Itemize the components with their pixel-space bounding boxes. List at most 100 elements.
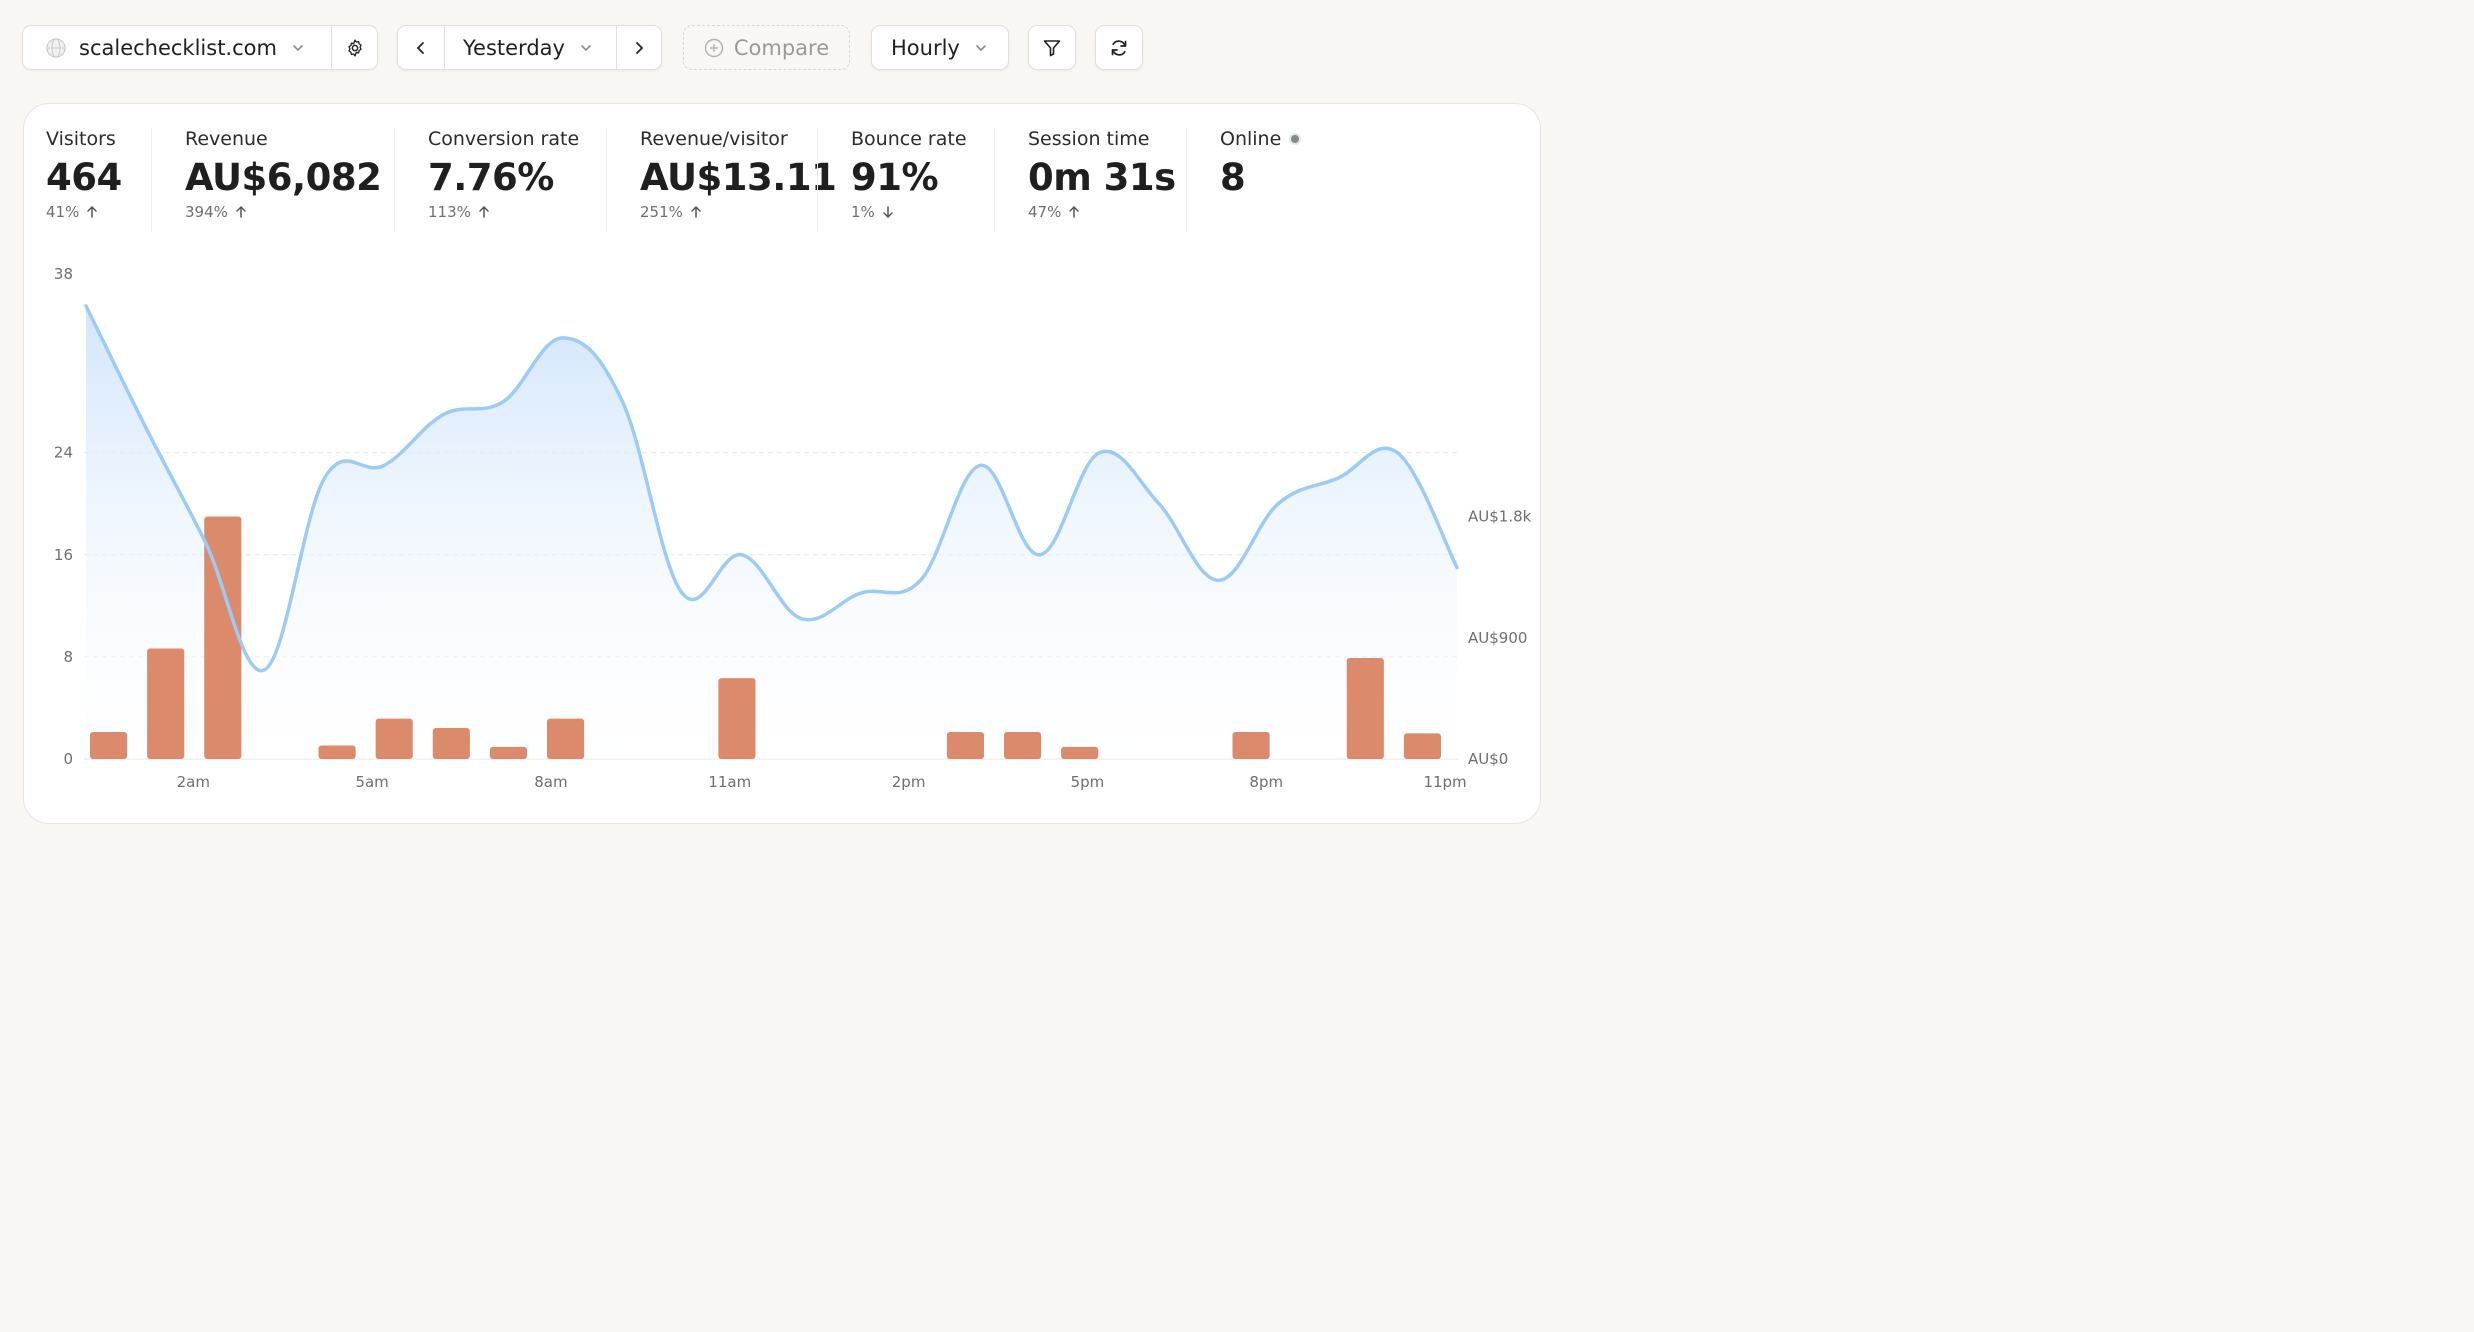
x-tick-label: 2am [177, 773, 210, 791]
stat-change: 1% [851, 203, 967, 221]
stat-value: AU$6,082 [185, 156, 382, 199]
period-label: Yesterday [463, 35, 565, 60]
divider [1186, 128, 1187, 232]
stat-online[interactable]: Online 8 [1220, 128, 1302, 199]
stat-revenue[interactable]: Revenue AU$6,082 394% [185, 128, 382, 221]
stat-value: 91% [851, 156, 939, 199]
refresh-button[interactable] [1095, 25, 1143, 70]
x-tick-label: 8am [534, 773, 567, 791]
x-tick-label: 11pm [1423, 773, 1466, 791]
stat-change: 394% [185, 203, 381, 221]
arrow-up-icon [228, 205, 248, 219]
stat-change-value: 251% [640, 203, 683, 221]
revenue-bar [90, 732, 128, 759]
visitors-line [84, 304, 1459, 673]
analytics-card: Visitors 464 41% Revenue AU$6,082 394% C… [23, 103, 1541, 824]
revenue-bar [547, 718, 585, 759]
stat-change: 47% [1028, 203, 1176, 221]
divider [606, 128, 607, 232]
stat-value: 464 [46, 156, 122, 199]
stat-session-time[interactable]: Session time 0m 31s 47% [1028, 128, 1176, 221]
y-left-tick-label: 16 [54, 546, 73, 564]
gear-icon [345, 38, 365, 58]
stat-title: Conversion rate [428, 128, 580, 150]
arrow-up-icon [79, 205, 99, 219]
compare-button[interactable]: Compare [683, 25, 850, 70]
previous-period-button[interactable] [398, 26, 444, 69]
revenue-bars [90, 516, 1441, 759]
stat-title: Revenue/visitor [640, 128, 788, 150]
stat-change: 41% [46, 203, 122, 221]
revenue-bar [1403, 733, 1441, 759]
chevron-down-icon [974, 41, 988, 55]
divider [151, 128, 152, 232]
revenue-bar [1004, 732, 1042, 759]
x-tick-label: 8pm [1249, 773, 1283, 791]
filter-button[interactable] [1028, 25, 1076, 70]
date-navigator: Yesterday [397, 25, 662, 70]
revenue-bar [1232, 732, 1270, 759]
stat-change-value: 41% [46, 203, 80, 221]
site-selector[interactable]: scalechecklist.com [22, 25, 378, 70]
revenue-bar [718, 678, 756, 759]
next-period-button[interactable] [616, 26, 661, 69]
chevron-right-icon [632, 41, 646, 55]
arrow-up-icon [471, 205, 491, 219]
stat-visitors[interactable]: Visitors 464 41% [46, 128, 122, 221]
revenue-bar [1061, 746, 1099, 759]
refresh-icon [1109, 38, 1129, 58]
divider [817, 128, 818, 232]
stat-title-text: Online [1220, 128, 1282, 150]
revenue-bar [375, 718, 413, 759]
revenue-bar [204, 516, 242, 759]
divider [994, 128, 995, 232]
chevron-down-icon [579, 41, 593, 55]
granularity-selector[interactable]: Hourly [871, 25, 1009, 70]
y-right-tick-label: AU$900 [1468, 629, 1527, 647]
y-left-tick-label: 38 [54, 265, 73, 283]
site-name: scalechecklist.com [79, 35, 277, 60]
plus-circle-icon [704, 38, 724, 58]
stat-title: Session time [1028, 128, 1150, 150]
globe-icon [45, 37, 67, 59]
stat-change: 113% [428, 203, 579, 221]
arrow-up-icon [1061, 205, 1081, 219]
online-status-dot [1289, 133, 1302, 145]
x-axis: 2am 5am 8am 11am 2pm 5pm 8pm 11pm [177, 773, 1467, 791]
stat-revenue-per-visitor[interactable]: Revenue/visitor AU$13.11 251% [640, 128, 837, 221]
stat-value: 7.76% [428, 156, 554, 199]
stat-conversion-rate[interactable]: Conversion rate 7.76% 113% [428, 128, 579, 221]
period-selector[interactable]: Yesterday [444, 26, 616, 69]
filter-icon [1042, 38, 1062, 58]
y-axis-right: AU$0 AU$900 AU$1.8k [1468, 508, 1532, 769]
chevron-down-icon [291, 41, 305, 55]
revenue-bar [489, 746, 527, 759]
x-tick-label: 5am [355, 773, 388, 791]
visitors-revenue-chart[interactable]: 0 8 16 24 38 AU$0 AU$900 AU$1.8k 2am 5am 8am 11am… [24, 104, 1540, 823]
stat-change-value: 394% [185, 203, 228, 221]
revenue-bar [946, 732, 984, 759]
site-settings-button[interactable] [331, 26, 377, 69]
divider [394, 128, 395, 232]
stat-value: 8 [1220, 156, 1246, 199]
y-axis-left: 0 8 16 24 38 [54, 265, 73, 768]
revenue-bar [147, 648, 185, 759]
chevron-left-icon [414, 41, 428, 55]
y-right-tick-label: AU$0 [1468, 750, 1508, 768]
toolbar: scalechecklist.com Yesterday [0, 0, 1568, 96]
revenue-bar [432, 728, 470, 759]
y-right-tick-label: AU$1.8k [1468, 508, 1532, 526]
stat-change-value: 47% [1028, 203, 1062, 221]
visitors-area [86, 305, 1457, 759]
x-tick-label: 5pm [1071, 773, 1105, 791]
stat-value: 0m 31s [1028, 156, 1176, 199]
y-left-tick-label: 0 [63, 750, 73, 768]
stat-title: Visitors [46, 128, 116, 150]
y-left-tick-label: 24 [54, 444, 73, 462]
x-tick-label: 2pm [892, 773, 926, 791]
arrow-down-icon [875, 205, 895, 219]
stat-change-value: 1% [851, 203, 875, 221]
stat-title: Online [1220, 128, 1302, 150]
stat-bounce-rate[interactable]: Bounce rate 91% 1% [851, 128, 967, 221]
stat-title: Bounce rate [851, 128, 967, 150]
